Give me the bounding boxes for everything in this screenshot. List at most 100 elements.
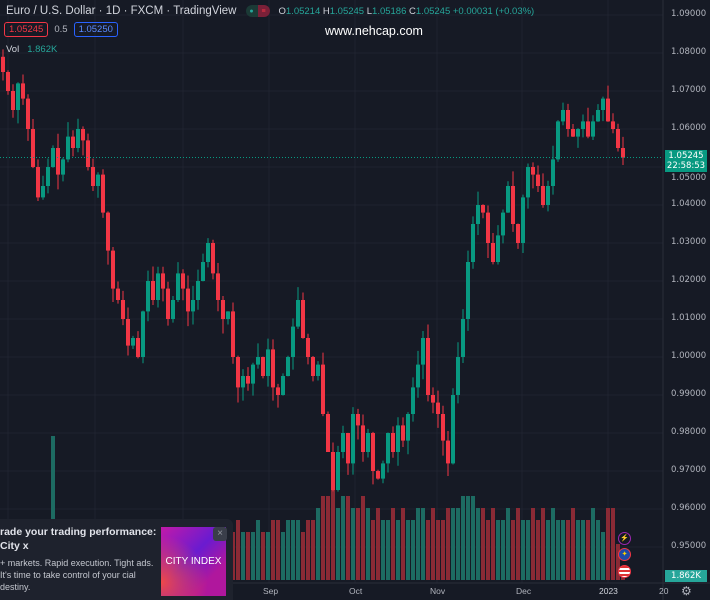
volume-bar xyxy=(416,508,420,580)
chart-legend: Euro / U.S. Dollar · 1D · FXCM · Trading… xyxy=(6,5,534,17)
volume-bar xyxy=(346,496,350,580)
volume-bar xyxy=(601,532,605,580)
volume-bar xyxy=(431,508,435,580)
candle-body xyxy=(346,433,350,464)
candle-body xyxy=(196,281,200,300)
volume-bar xyxy=(481,508,485,580)
volume-legend: Vol 1.862K xyxy=(6,44,57,55)
candle-body xyxy=(111,250,115,289)
candle-body xyxy=(571,129,575,137)
candle-body xyxy=(481,205,485,213)
volume-bar xyxy=(476,508,480,580)
volume-bar xyxy=(491,508,495,580)
candle-body xyxy=(36,167,40,198)
candle-body xyxy=(621,148,625,158)
candle-body xyxy=(241,376,245,388)
candle-body xyxy=(391,433,395,452)
last-volume-label: 1.862K xyxy=(665,570,707,582)
volume-bar xyxy=(511,520,515,580)
logo-text: CITY INDEX xyxy=(165,556,222,567)
low-value: 1.05186 xyxy=(372,5,407,17)
candle-body xyxy=(331,452,335,490)
candle-body xyxy=(286,357,290,376)
price-tick-label: 1.04000 xyxy=(671,199,707,209)
volume-bar xyxy=(396,520,400,580)
candle-body xyxy=(271,349,275,388)
price-tick-label: 1.09000 xyxy=(671,9,707,19)
candle-body xyxy=(211,243,215,274)
symbol-title[interactable]: Euro / U.S. Dollar · 1D · FXCM · Trading… xyxy=(6,5,237,17)
price-tick-label: 1.07000 xyxy=(671,85,707,95)
price-axis[interactable]: 1.09000 1.08000 1.07000 1.06000 1.05000 1.040… xyxy=(663,0,710,583)
volume-bar xyxy=(576,520,580,580)
last-price: 1.05245 xyxy=(668,151,704,161)
candle-body xyxy=(176,273,180,300)
settings-gear-icon[interactable]: ⚙ xyxy=(681,584,692,598)
candle-body xyxy=(556,121,560,160)
candle-body xyxy=(566,110,570,129)
candle-body xyxy=(376,471,380,479)
candle-body xyxy=(316,364,320,376)
candle-body xyxy=(266,349,270,376)
candle-body xyxy=(31,129,35,167)
volume-bar xyxy=(236,520,240,580)
candle-body xyxy=(16,83,20,110)
candle-body xyxy=(61,159,65,175)
volume-bar xyxy=(486,520,490,580)
bar-countdown: 22:58:53 xyxy=(666,161,706,171)
candle-body xyxy=(406,414,410,441)
change-value: +0.00031 (+0.03%) xyxy=(452,5,535,17)
volume-bar xyxy=(286,520,290,580)
candle-body xyxy=(251,364,255,384)
candle-body xyxy=(151,281,155,300)
volume-bar xyxy=(506,508,510,580)
close-label: C xyxy=(409,5,416,17)
candle-body xyxy=(91,167,95,186)
volume-bar xyxy=(591,508,595,580)
volume-bar xyxy=(296,520,300,580)
candle-body xyxy=(466,262,470,319)
volume-bar xyxy=(391,508,395,580)
time-label-nov: Nov xyxy=(430,586,446,596)
candle-body xyxy=(386,433,390,464)
candle-body xyxy=(396,425,400,452)
volume-bar xyxy=(291,520,295,580)
candle-body xyxy=(261,357,265,376)
candle-body xyxy=(576,129,580,137)
volume-bar xyxy=(536,520,540,580)
close-icon[interactable]: × xyxy=(213,527,227,541)
candle-body xyxy=(536,174,540,186)
candle-body xyxy=(591,121,595,137)
candle-body xyxy=(166,288,170,319)
candle-body xyxy=(356,414,360,426)
candle-body xyxy=(371,433,375,471)
volume-label: Vol xyxy=(6,44,20,55)
us-flag-icon[interactable] xyxy=(618,565,631,578)
candle-body xyxy=(306,338,310,357)
sell-button[interactable]: 1.05245 xyxy=(4,22,49,37)
volume-bar xyxy=(546,520,550,580)
lightning-event-icon[interactable]: ⚡ xyxy=(618,532,631,545)
volume-bar xyxy=(306,520,310,580)
volume-bar xyxy=(596,520,600,580)
volume-bar xyxy=(531,508,535,580)
volume-value: 1.862K xyxy=(27,44,58,55)
price-tick-label: 0.96000 xyxy=(671,503,707,513)
time-label-oct: Oct xyxy=(349,586,363,596)
candle-body xyxy=(236,357,240,388)
volume-bar xyxy=(411,520,415,580)
volume-bar xyxy=(451,508,455,580)
market-status-toggle[interactable]: ● ≡ xyxy=(245,5,270,17)
candle-body xyxy=(221,300,225,319)
candle-body xyxy=(471,224,475,262)
volume-bar xyxy=(611,508,615,580)
candle-body xyxy=(401,425,405,441)
candle-body xyxy=(541,186,545,205)
volume-bar xyxy=(376,508,380,580)
buy-button[interactable]: 1.05250 xyxy=(73,22,118,37)
price-tick-label: 0.97000 xyxy=(671,465,707,475)
candle-body xyxy=(231,311,235,357)
ad-popup[interactable]: rade your trading performance: City x + … xyxy=(0,519,233,600)
eu-flag-icon[interactable]: ✦ xyxy=(618,548,631,561)
